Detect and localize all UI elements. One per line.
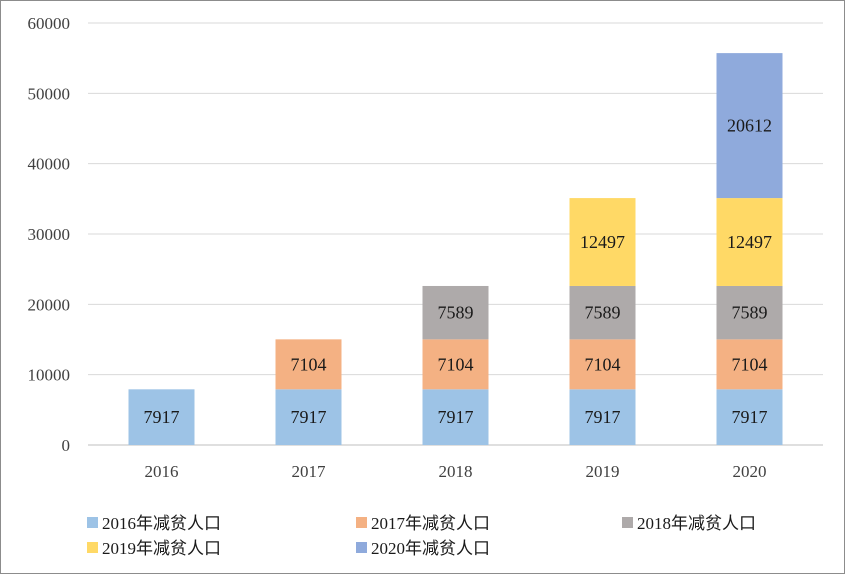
bar-segment	[716, 339, 783, 390]
legend-swatch	[356, 542, 367, 553]
bar-segment	[716, 389, 783, 445]
data-label: 7589	[732, 303, 768, 323]
y-tick-label: 20000	[28, 295, 71, 314]
bar-segment	[422, 339, 489, 390]
legend-label: 2018年减贫人口	[637, 514, 756, 533]
data-label: 7104	[291, 354, 327, 374]
data-label: 7917	[144, 407, 180, 427]
legend-label: 2020年减贫人口	[371, 539, 490, 558]
bar-segment	[422, 389, 489, 445]
bar-segment	[716, 198, 783, 286]
x-tick-label: 2017	[292, 462, 327, 481]
data-label: 7589	[438, 303, 474, 323]
x-tick-label: 2016	[145, 462, 179, 481]
data-label: 7104	[585, 354, 621, 374]
x-tick-label: 2019	[586, 462, 620, 481]
bar-segment	[569, 389, 636, 445]
bars: 7917 7917 7104 7917 7104 7589 7917 7104 7589 1249…	[128, 53, 783, 445]
legend-swatch	[87, 542, 98, 553]
y-axis: 0 10000 20000 30000 40000 50000 60000	[28, 14, 71, 455]
data-label: 20612	[727, 116, 772, 136]
legend-label: 2016年减贫人口	[102, 514, 221, 533]
y-tick-label: 60000	[28, 14, 71, 33]
bar-segment	[569, 198, 636, 286]
legend-swatch	[356, 517, 367, 528]
legend-label: 2019年减贫人口	[102, 539, 221, 558]
data-label: 7917	[438, 407, 474, 427]
bar-segment	[569, 285, 636, 340]
y-tick-label: 40000	[28, 155, 71, 174]
x-tick-label: 2018	[439, 462, 473, 481]
legend-swatch	[622, 517, 633, 528]
x-axis: 2016 2017 2018 2019 2020	[145, 462, 767, 481]
y-tick-label: 50000	[28, 84, 71, 103]
bar-segment	[128, 389, 195, 445]
legend-label: 2017年减贫人口	[371, 514, 490, 533]
bar-segment	[422, 285, 489, 340]
x-tick-label: 2020	[733, 462, 767, 481]
data-label: 7917	[585, 407, 621, 427]
legend-swatch	[87, 517, 98, 528]
y-tick-label: 30000	[28, 225, 71, 244]
bar-segment	[569, 339, 636, 390]
data-label: 12497	[580, 232, 625, 252]
data-label: 12497	[727, 232, 772, 252]
data-label: 7589	[585, 303, 621, 323]
data-label: 7917	[732, 407, 768, 427]
y-tick-label: 10000	[28, 366, 71, 385]
bar-segment	[716, 53, 783, 199]
bar-segment	[275, 339, 342, 390]
bar-segment	[275, 389, 342, 445]
bar-segment	[716, 285, 783, 340]
data-label: 7104	[732, 354, 768, 374]
data-label: 7104	[438, 354, 474, 374]
y-tick-label: 0	[62, 436, 71, 455]
legend: 2016年减贫人口 2017年减贫人口 2018年减贫人口 2019年减贫人口 2020…	[87, 514, 756, 558]
data-label: 7917	[291, 407, 327, 427]
